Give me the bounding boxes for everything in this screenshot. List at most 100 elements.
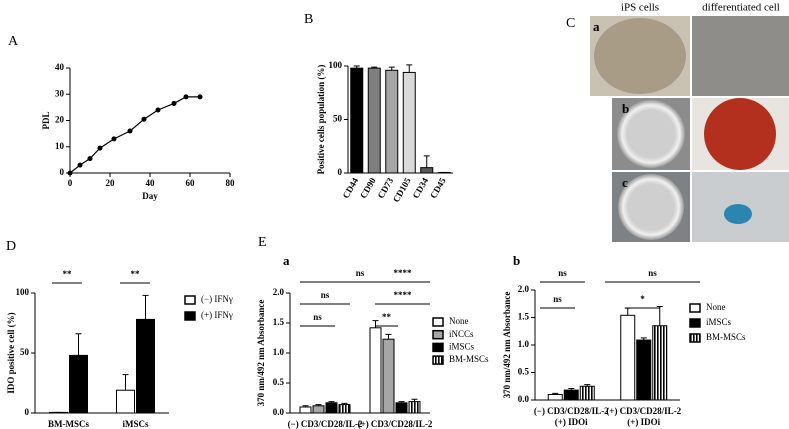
- y-tick-label: 0.5: [518, 367, 530, 377]
- y-axis-label: Positive cells population (%): [316, 65, 326, 175]
- legend-swatch: [689, 333, 701, 343]
- column-header: iPS cells: [621, 2, 659, 14]
- point: [87, 156, 93, 162]
- legend-label: (+) IFNγ: [201, 310, 233, 320]
- error-bar: [372, 320, 379, 328]
- panel-label: C: [566, 16, 575, 31]
- legend-swatch: [432, 329, 444, 340]
- x-tick-label: (+) IDOi: [555, 417, 588, 427]
- x-tick-label: CD105: [391, 176, 413, 204]
- error-bar: [656, 306, 663, 326]
- y-tick-label: 30: [55, 88, 65, 98]
- row-label: a: [593, 19, 600, 34]
- x-tick-label: 80: [226, 178, 236, 188]
- legend-label: BM-MSCs: [449, 354, 489, 364]
- significance-label: ns: [321, 290, 330, 300]
- bar: [338, 404, 351, 414]
- significance-label: ns: [356, 268, 365, 278]
- x-tick-label: 40: [146, 178, 156, 188]
- x-axis-label: Day: [142, 191, 158, 201]
- error-bar: [388, 66, 395, 71]
- x-tick-label: 60: [186, 178, 196, 188]
- bar: [385, 69, 399, 174]
- bar: [563, 389, 579, 401]
- significance-label: ns: [553, 294, 562, 304]
- legend-swatch: [689, 318, 701, 328]
- y-tick-label: 1.0: [518, 339, 530, 349]
- bar: [395, 402, 408, 414]
- x-tick-label: 20: [106, 178, 116, 188]
- legend-label: BM-MSCs: [706, 332, 746, 342]
- significance-label: **: [131, 269, 141, 279]
- error-bar: [552, 392, 559, 395]
- y-axis-label: PDL: [41, 112, 51, 130]
- y-tick-label: 2.0: [518, 284, 530, 294]
- line: [69, 96, 200, 174]
- y-axis-label: 370 nm/492 nm Absorbance: [502, 292, 512, 399]
- significance-label: **: [63, 269, 73, 279]
- x-tick-label: CD90: [358, 176, 378, 200]
- point: [67, 170, 73, 176]
- y-tick-label: 100: [16, 287, 30, 297]
- bar: [547, 394, 563, 401]
- y-tick-label: 20: [55, 115, 65, 125]
- y-tick-label: 0.5: [273, 377, 285, 387]
- legend-swatch: [432, 317, 444, 327]
- significance-label: *: [640, 294, 645, 304]
- bar: [620, 314, 636, 401]
- photo: [704, 98, 776, 170]
- error-bar: [398, 401, 405, 403]
- row-label: c: [622, 175, 628, 190]
- error-bar: [341, 402, 348, 405]
- significance-label: ns: [648, 268, 657, 278]
- row-label: b: [622, 101, 629, 116]
- point: [97, 145, 103, 151]
- error-bar: [568, 387, 575, 391]
- photo: [618, 174, 684, 240]
- panel-label: A: [8, 34, 19, 49]
- image-panel: C iPS cells differentiated cell a b c: [566, 2, 789, 242]
- significance-label: ****: [394, 268, 413, 278]
- point: [197, 94, 203, 100]
- y-tick-label: 100: [329, 60, 343, 70]
- legend-label: iNCCs: [449, 329, 474, 339]
- subpanel-label: b: [513, 253, 520, 268]
- legend-swatch: [432, 342, 444, 353]
- x-tick-label: 0: [68, 178, 73, 188]
- point: [183, 94, 189, 100]
- legend-label: None: [449, 316, 469, 326]
- error-bar: [302, 405, 309, 407]
- legend-label: iMSCs: [449, 341, 475, 351]
- error-bar: [406, 64, 413, 73]
- x-tick-label: CD45: [428, 176, 448, 200]
- bar: [402, 71, 416, 174]
- bar: [325, 402, 338, 414]
- photo: [617, 100, 685, 168]
- y-tick-label: 0.0: [273, 407, 285, 417]
- x-tick-label: (+) CD3/CD28/IL-2: [606, 406, 681, 416]
- point: [77, 162, 83, 168]
- legend-label: None: [706, 302, 726, 312]
- bar: [636, 339, 652, 401]
- panel-label: E: [258, 235, 267, 250]
- y-tick-label: 2.0: [273, 287, 285, 297]
- significance-label: ****: [394, 290, 413, 300]
- subpanel-label: a: [283, 253, 290, 268]
- bar: [408, 401, 421, 414]
- error-bar: [122, 374, 129, 391]
- significance-label: ns: [313, 312, 322, 322]
- bar: [69, 354, 88, 414]
- x-tick-label: (+) CD3/CD28/IL-2: [358, 419, 433, 429]
- panel-label: D: [6, 239, 16, 254]
- legend-label: (−) IFNγ: [201, 294, 233, 304]
- x-tick-label: CD34: [411, 176, 431, 200]
- bar: [382, 338, 395, 414]
- y-tick-label: 1.5: [518, 312, 530, 322]
- error-bar: [75, 333, 82, 356]
- significance-label: **: [382, 312, 392, 322]
- bar: [350, 67, 364, 174]
- legend-swatch: [184, 311, 196, 321]
- x-tick-label: CD44: [341, 176, 361, 200]
- bar: [367, 67, 381, 174]
